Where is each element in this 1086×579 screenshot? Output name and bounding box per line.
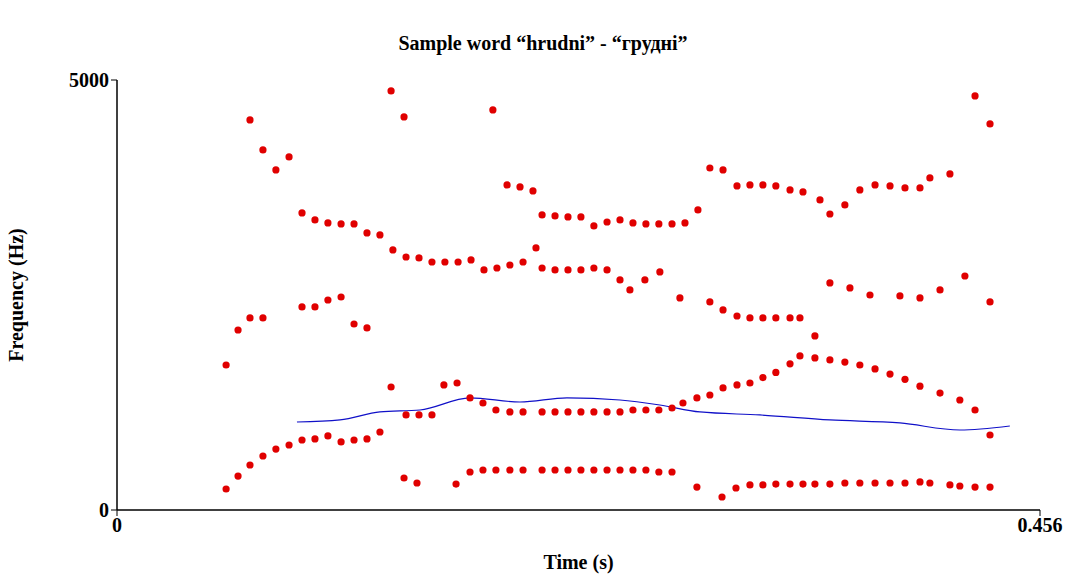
svg-text:5000: 5000 (69, 69, 109, 91)
svg-text:Time (s): Time (s) (543, 551, 613, 574)
svg-text:0: 0 (99, 499, 109, 521)
svg-text:Frequency (Hz): Frequency (Hz) (5, 228, 28, 362)
html-text:Sample word “hrudni” - “грудні: Sample word “hrudni” - “грудні” (398, 32, 688, 54)
svg-text:0: 0 (112, 514, 122, 536)
svg-text:0.456: 0.456 (1018, 514, 1063, 536)
